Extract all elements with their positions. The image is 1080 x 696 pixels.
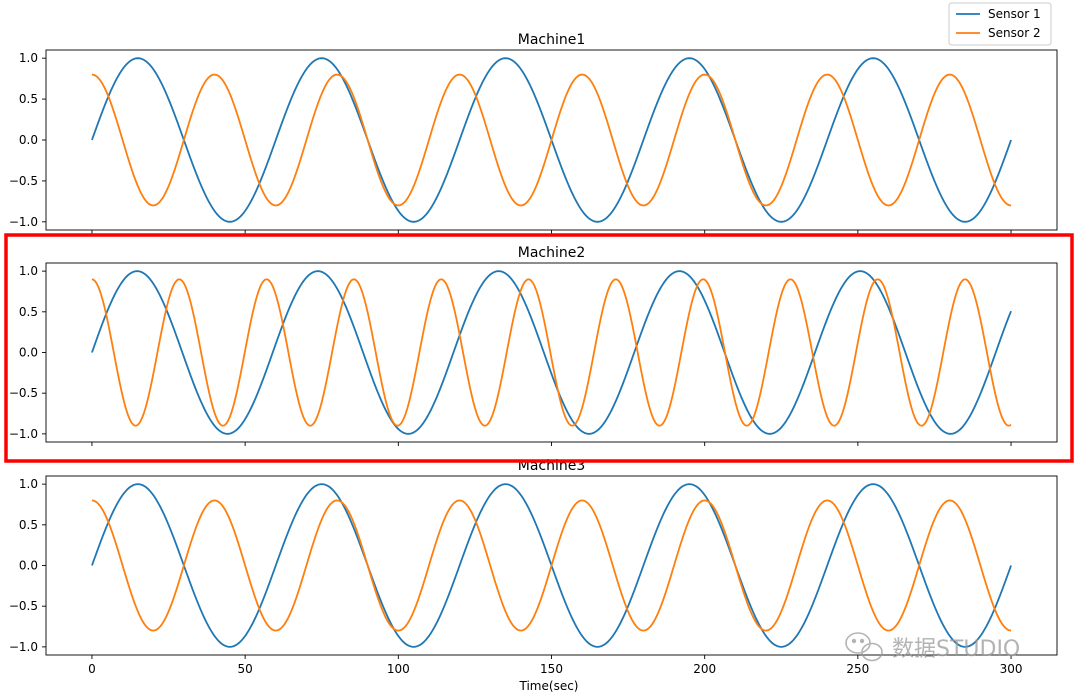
x-tick-label: 0 [88,662,96,676]
y-tick-label: −0.5 [9,386,38,400]
y-tick-label: 1.0 [19,264,38,278]
x-tick-label: 100 [387,662,410,676]
watermark-text: 数据STUDIO [892,637,1020,662]
highlight-box-machine2 [4,233,1074,463]
series-line-sensor-1 [91,270,1012,435]
y-tick-label: 0.0 [19,559,38,573]
x-tick-label: 250 [846,662,869,676]
y-tick-label: −1.0 [9,215,38,229]
y-tick-label: 1.0 [19,51,38,65]
x-tick-label: 300 [1000,662,1023,676]
legend-label-sensor-1: Sensor 1 [988,7,1041,21]
subplot-machine2: Machine2 1.0 0.5 0.0 −0.5 −1.0 [9,245,1058,446]
y-tick-label: 0.0 [19,346,38,360]
y-tick-label: 1.0 [19,477,38,491]
series-line-sensor-2 [91,499,1012,632]
subplot-machine1: Machine1 1.0 0.5 0.0 −0.5 −1.0 [9,32,1058,234]
x-tick-label: 50 [237,662,252,676]
watermark: 数据STUDIO [845,632,1020,662]
legend: Sensor 1 Sensor 2 [948,2,1052,46]
series-line-sensor-2 [91,73,1012,207]
y-tick-label: −0.5 [9,599,38,613]
y-tick-label: −1.0 [9,427,38,441]
x-tick-label: 150 [540,662,563,676]
wechat-icon [845,632,883,662]
y-tick-label: −1.0 [9,640,38,654]
x-axis-label: Time(sec) [519,679,579,693]
y-tick-label: 0.5 [19,305,38,319]
legend-label-sensor-2: Sensor 2 [988,26,1041,40]
y-tick-label: 0.0 [19,133,38,147]
series-line-sensor-2 [91,278,1012,427]
subplot-title: Machine2 [518,245,586,261]
x-tick-label: 200 [693,662,716,676]
y-tick-label: −0.5 [9,174,38,188]
subplot-title: Machine1 [518,32,586,48]
y-tick-label: 0.5 [19,92,38,106]
y-tick-label: 0.5 [19,518,38,532]
